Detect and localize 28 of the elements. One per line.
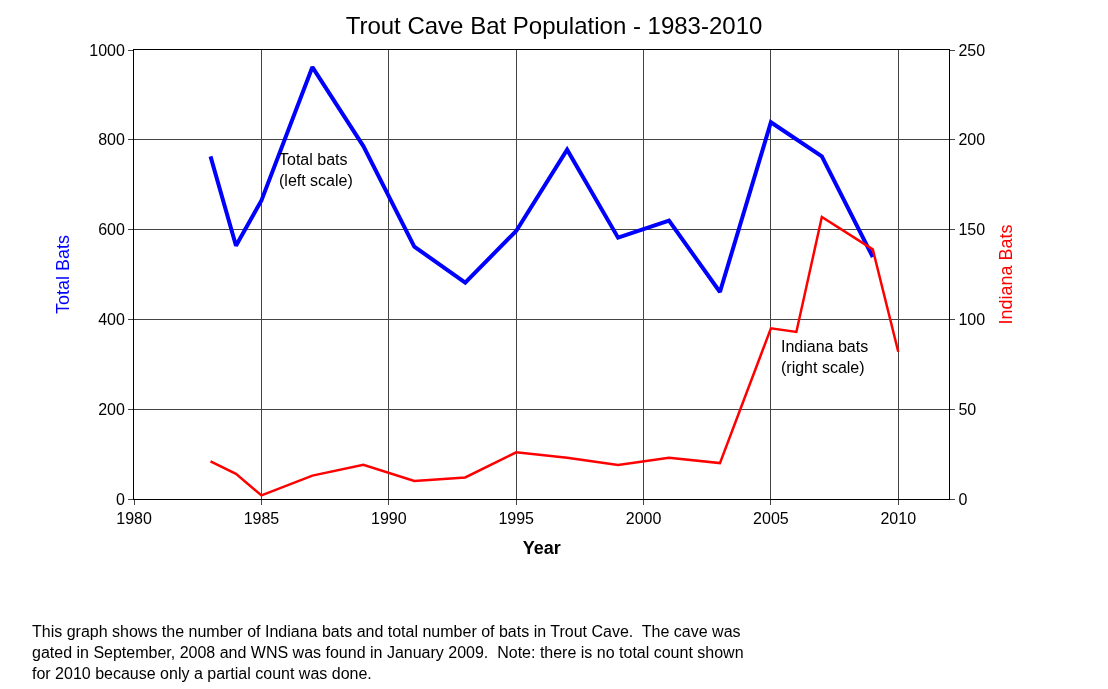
x-tick-label: 1980 bbox=[116, 510, 152, 528]
y-tick-label: 800 bbox=[98, 131, 125, 149]
y-tick-label: 1000 bbox=[89, 41, 125, 59]
x-tick-label: 1985 bbox=[243, 510, 280, 528]
x-tick-label: 2005 bbox=[753, 510, 789, 528]
y-tick-label: 0 bbox=[115, 490, 125, 508]
x-tick-label: 1990 bbox=[371, 510, 407, 528]
line-series bbox=[208, 65, 875, 295]
y2-tick-label: 0 bbox=[958, 490, 968, 508]
y-tick-label: 200 bbox=[98, 400, 125, 418]
x-tick-label: 2010 bbox=[880, 510, 917, 528]
annotation: Indiana bats (right scale) bbox=[781, 338, 869, 376]
chart-title: Trout Cave Bat Population - 1983-2010 bbox=[345, 12, 763, 40]
annotation: Total bats (left scale) bbox=[279, 151, 353, 189]
y2-tick-label: 50 bbox=[958, 400, 977, 418]
text: This graph shows the number of Indiana bats and total number of bats in Trout Cave. The cave was gated in September, 2008 and WNS was found in January 2009. Note: there is no total count shown for 2010 because only a partial count was done. bbox=[32, 623, 744, 682]
x-tick-label: 2000 bbox=[625, 510, 662, 528]
y2-axis-title: Indiana Bats bbox=[996, 224, 1017, 325]
y-tick-label: 600 bbox=[98, 221, 125, 239]
y2-tick-label: 100 bbox=[958, 311, 986, 328]
y2-tick-label: 200 bbox=[958, 131, 986, 149]
line-series bbox=[209, 215, 900, 497]
x-tick-label: 1995 bbox=[498, 510, 535, 528]
y-tick-label: 400 bbox=[98, 311, 125, 328]
y2-tick-label: 250 bbox=[958, 41, 986, 59]
x-axis-title: Year bbox=[522, 538, 561, 559]
y2-tick-label: 150 bbox=[958, 221, 986, 239]
y-axis-title: Total Bats bbox=[52, 234, 73, 315]
